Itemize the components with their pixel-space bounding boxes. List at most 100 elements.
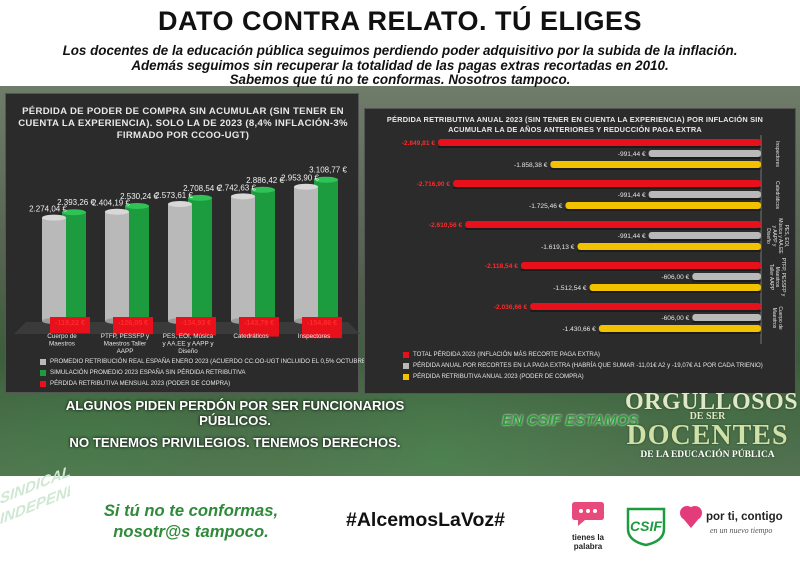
orgullosos-line: DE SER bbox=[689, 411, 726, 422]
data-label-gray: 2.573,61 € bbox=[155, 191, 193, 200]
bar-red bbox=[113, 317, 153, 335]
data-label-gray: 2.953,90 € bbox=[281, 174, 319, 183]
bar-shadow bbox=[438, 146, 761, 148]
bar-shadow bbox=[577, 250, 761, 252]
data-label-red: -2.716,90 € bbox=[417, 181, 451, 188]
legend-item: SIMULACIÓN PROMEDIO 2023 ESPAÑA SIN PÉRD… bbox=[40, 367, 368, 378]
slogan-apology: ALGUNOS PIDEN PERDÓN POR SER FUNCIONARIO… bbox=[65, 398, 405, 428]
data-label-red: -2.849,81 € bbox=[402, 140, 436, 147]
bar-shadow bbox=[550, 168, 761, 170]
bar-gray bbox=[692, 314, 761, 321]
bar-shadow bbox=[453, 187, 761, 189]
data-label-green: 2.886,42 € bbox=[246, 176, 284, 185]
category-label-line: Diseño bbox=[178, 348, 198, 354]
category-label: Catedráticos bbox=[233, 333, 268, 340]
bar-yellow bbox=[565, 202, 761, 209]
footer-slogan: Si tú no te conformas, nosotr@s tampoco. bbox=[66, 500, 316, 542]
speech-bubble-icon bbox=[572, 502, 604, 526]
chart-legend: TOTAL PÉRDIDA 2023 (INFLACIÓN MÁS RECORT… bbox=[403, 349, 763, 382]
bar-gray-top bbox=[105, 208, 129, 215]
bar-gray-top bbox=[231, 193, 255, 200]
category-label: Inspectores bbox=[298, 333, 331, 340]
data-label-gray: 2.404,19 € bbox=[92, 199, 130, 208]
legend-swatch-gray bbox=[40, 358, 46, 365]
category-label-line: Cuerpo de bbox=[47, 333, 77, 340]
bar-shadow bbox=[692, 280, 761, 282]
tienes-la-palabra-label: tienes la palabra bbox=[571, 533, 604, 551]
orgullosos-line: DE LA EDUCACIÓN PÚBLICA bbox=[640, 450, 775, 460]
data-label-yellow: -1.512,54 € bbox=[553, 285, 587, 292]
legend-swatch-gray bbox=[403, 362, 409, 369]
data-label-green: 2.708,54 € bbox=[183, 184, 221, 193]
tienes-la-palabra-logo: tienes la palabra bbox=[566, 500, 610, 551]
category-label-line: Maestros bbox=[771, 308, 777, 329]
legend-item: PÉRDIDA RETRIBUTIVA ANUAL 2023 (PODER DE… bbox=[403, 371, 763, 382]
legend-label: TOTAL PÉRDIDA 2023 (INFLACIÓN MÁS RECORT… bbox=[413, 351, 600, 358]
bar-shadow bbox=[565, 209, 761, 211]
bar-red bbox=[302, 317, 342, 339]
csif-logo-text: CSIF bbox=[630, 518, 662, 534]
bar-gray bbox=[42, 217, 66, 321]
bar-gray-top bbox=[294, 183, 318, 190]
category-label-line: Taller AAPP bbox=[768, 264, 774, 291]
legend-item: PROMEDIO RETRIBUCIÓN REAL ESPAÑA ENERO 2… bbox=[40, 356, 368, 367]
bar-yellow bbox=[589, 284, 761, 291]
bar-green-top bbox=[188, 194, 212, 201]
heart-icon bbox=[680, 506, 702, 528]
data-label-yellow: -1.430,66 € bbox=[562, 326, 596, 333]
bar-shadow bbox=[520, 269, 761, 271]
data-label-gray: -606,00 € bbox=[661, 274, 689, 281]
legend-item: PÉRDIDA ANUAL POR RECORTES EN LA PAGA EX… bbox=[403, 360, 763, 371]
data-label-red: -143,79 € bbox=[244, 318, 274, 327]
data-label-red: -134,93 € bbox=[181, 318, 211, 327]
category-label: PTFP, PESSFP y Maestros Taller AAPP bbox=[101, 333, 150, 354]
bar-shadow bbox=[648, 157, 761, 159]
legend-swatch-yellow bbox=[403, 373, 409, 380]
category-label-line: AAPP bbox=[117, 348, 134, 354]
footer bbox=[0, 476, 800, 566]
category-label-line: Diseño bbox=[765, 228, 771, 244]
bar-gray bbox=[692, 273, 761, 280]
category-label-line: Música y AA.EE bbox=[777, 218, 783, 254]
bar-shadow bbox=[465, 228, 761, 230]
data-label-red: -126,05 € bbox=[118, 318, 148, 327]
intro-line: Sabemos que tú no te conformas. Nosotros… bbox=[229, 72, 571, 87]
orgullosos-logo: ORGULLOSOS DE SER DOCENTES DE LA EDUCACI… bbox=[625, 390, 798, 461]
category-label: Inspectores bbox=[774, 141, 780, 167]
intro-line: Los docentes de la educación pública seg… bbox=[62, 43, 738, 58]
category-label: Cuerpo deMaestros bbox=[771, 306, 783, 330]
bar-yellow bbox=[598, 325, 761, 332]
por-ti-contigo-title: por ti, contigo bbox=[706, 511, 783, 523]
category-label-line: Catedráticos bbox=[233, 333, 268, 340]
slogan-rights: NO TENEMOS PRIVILEGIOS. TENEMOS DERECHOS… bbox=[69, 435, 401, 450]
legend-label: PÉRDIDA RETRIBUTIVA ANUAL 2023 (PODER DE… bbox=[413, 373, 584, 380]
category-label-line: Maestros bbox=[49, 341, 75, 348]
annual-loss-chart-svg: -2.849,81 € -991,44 € -1.858,38 € Inspector… bbox=[402, 135, 789, 344]
category-label: PTFP, PESSFP yMaestrosTaller AAPP bbox=[768, 258, 786, 297]
footer-slogan-line: nosotr@s tampoco. bbox=[113, 522, 269, 541]
legend-swatch-red bbox=[40, 380, 46, 387]
bar-yellow bbox=[577, 243, 761, 250]
monthly-loss-chart-svg: 2.274,04 €2.393,26 €-119,22 €Cuerpo de Ma… bbox=[14, 166, 360, 354]
category-label-line: PES, EOI, Música bbox=[163, 333, 214, 340]
category-label-line: Catedráticos bbox=[774, 181, 780, 210]
data-label-gray: -606,00 € bbox=[661, 315, 689, 322]
bar-green-top bbox=[125, 202, 149, 209]
annual-loss-chart: PÉRDIDA RETRIBUTIVA ANUAL 2023 (SIN TENE… bbox=[364, 108, 796, 394]
data-label-yellow: -1.858,38 € bbox=[514, 162, 548, 169]
category-label-line: Maestros Taller bbox=[104, 341, 147, 348]
category-label-line: PTFP, PESSFP y bbox=[780, 258, 786, 297]
data-label-red: -2.610,56 € bbox=[429, 222, 463, 229]
bar-green-top bbox=[62, 209, 86, 216]
legend-label: PÉRDIDA ANUAL POR RECORTES EN LA PAGA EX… bbox=[413, 362, 763, 369]
bar-gray bbox=[231, 196, 255, 321]
bar-gray bbox=[648, 232, 761, 239]
header-banner bbox=[0, 0, 800, 95]
legend-item: TOTAL PÉRDIDA 2023 (INFLACIÓN MÁS RECORT… bbox=[403, 349, 763, 360]
data-label-red: -154,86 € bbox=[307, 318, 337, 327]
category-label-line: Maestros bbox=[774, 267, 780, 288]
bar-gray bbox=[648, 191, 761, 198]
category-label: PES, EOI,Música y AA.EEy AAPP yDiseño bbox=[765, 218, 789, 254]
data-label-gray: 2.742,63 € bbox=[218, 183, 256, 192]
